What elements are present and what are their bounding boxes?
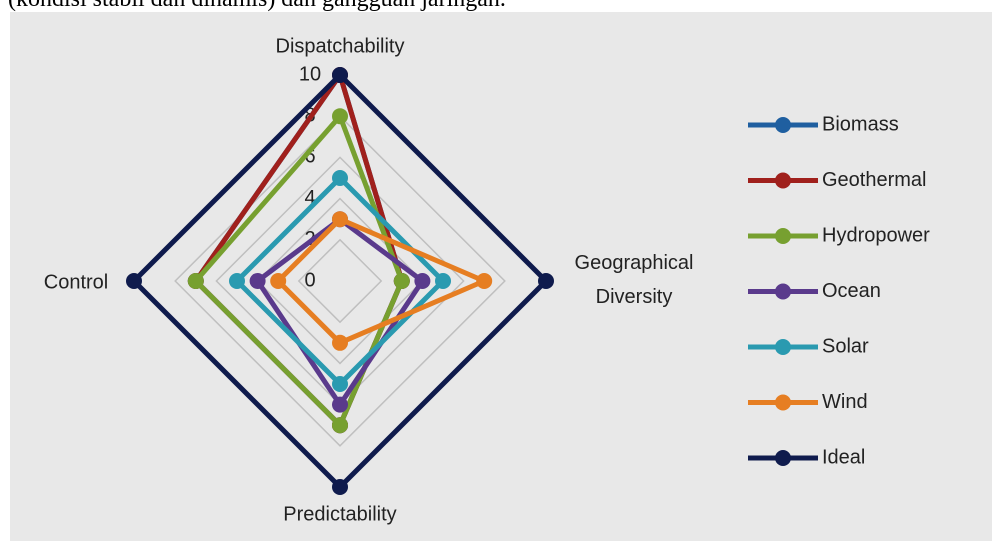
r-tick-label: 4 [304,187,315,209]
category-label: Dispatchability [276,35,405,57]
legend-label: Ocean [822,280,881,302]
series-marker [332,479,348,495]
series-marker [332,396,348,413]
r-tick-label: 0 [304,269,315,291]
series-marker [126,273,142,289]
legend-marker [775,450,791,466]
legend-label: Wind [822,391,868,413]
series-marker [270,273,287,289]
legend-label: Geothermal [822,169,927,191]
legend-marker [775,283,791,300]
series-marker [393,273,410,289]
legend-label: Solar [822,335,869,357]
legend-marker [775,172,791,189]
caption: (kondisi stabil dan dinamis) dan ganggua… [8,0,506,13]
series-marker [435,273,451,289]
series-marker [229,273,245,289]
category-label: Predictability [283,503,396,525]
series-marker [187,273,204,289]
series-marker [414,273,431,289]
category-label: Geographical Diversity [575,252,694,308]
series-marker [538,273,554,289]
legend-marker [775,394,791,411]
legend-label: Ideal [822,446,865,468]
r-tick-label: 10 [299,63,321,85]
grid-ring [297,238,383,324]
legend-label: Hydropower [822,224,930,246]
series-marker [332,211,348,228]
series-marker [332,170,348,186]
series-marker [332,67,348,83]
series-marker [476,273,493,289]
grid-ring [174,115,506,447]
category-label: Control [44,271,108,293]
series-marker [332,108,348,125]
legend-marker [775,339,791,355]
r-tick-label: 6 [304,146,315,168]
series-marker [332,334,348,351]
series-marker [249,273,266,289]
series-marker [332,417,348,434]
legend-label: Biomass [822,113,899,135]
legend-marker [775,228,791,244]
series-marker [332,376,348,392]
legend-marker [775,117,791,133]
